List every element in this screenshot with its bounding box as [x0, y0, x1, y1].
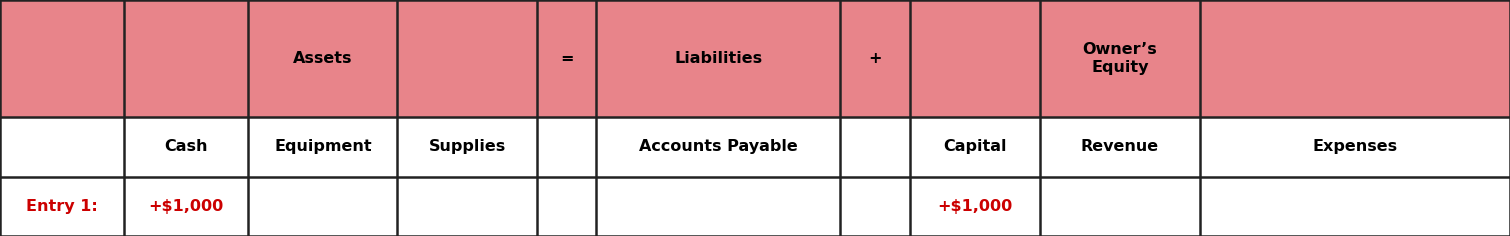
Bar	[1040, 177, 1200, 236]
Text: Owner’s
Equity: Owner’s Equity	[1083, 42, 1157, 75]
Bar	[840, 177, 911, 236]
Text: Expenses: Expenses	[1312, 139, 1398, 154]
Bar	[124, 0, 248, 117]
Text: Liabilities: Liabilities	[673, 51, 763, 66]
Bar	[248, 177, 397, 236]
Bar	[1200, 0, 1510, 117]
Bar	[0, 117, 124, 177]
Text: Capital: Capital	[944, 139, 1007, 154]
Bar	[1040, 0, 1200, 117]
Bar	[248, 117, 397, 177]
Bar	[1200, 117, 1510, 177]
Text: +$1,000: +$1,000	[938, 199, 1013, 214]
Bar	[0, 0, 124, 117]
Bar	[911, 117, 1040, 177]
Bar	[536, 177, 596, 236]
Bar	[911, 0, 1040, 117]
Bar	[596, 177, 840, 236]
Bar	[840, 0, 911, 117]
Bar	[1040, 117, 1200, 177]
Text: Entry 1:: Entry 1:	[26, 199, 98, 214]
Bar	[124, 117, 248, 177]
Bar	[397, 117, 536, 177]
Text: +$1,000: +$1,000	[148, 199, 223, 214]
Text: Accounts Payable: Accounts Payable	[639, 139, 797, 154]
Bar	[911, 177, 1040, 236]
Text: =: =	[560, 51, 574, 66]
Bar	[840, 117, 911, 177]
Text: Assets: Assets	[293, 51, 353, 66]
Bar	[596, 117, 840, 177]
Bar	[596, 0, 840, 117]
Text: +: +	[868, 51, 882, 66]
Bar	[124, 177, 248, 236]
Text: Revenue: Revenue	[1081, 139, 1160, 154]
Text: Supplies: Supplies	[429, 139, 506, 154]
Bar	[536, 117, 596, 177]
Bar	[397, 0, 536, 117]
Bar	[536, 0, 596, 117]
Text: Cash: Cash	[165, 139, 208, 154]
Bar	[397, 177, 536, 236]
Bar	[248, 0, 397, 117]
Bar	[0, 177, 124, 236]
Text: Equipment: Equipment	[273, 139, 371, 154]
Bar	[1200, 177, 1510, 236]
